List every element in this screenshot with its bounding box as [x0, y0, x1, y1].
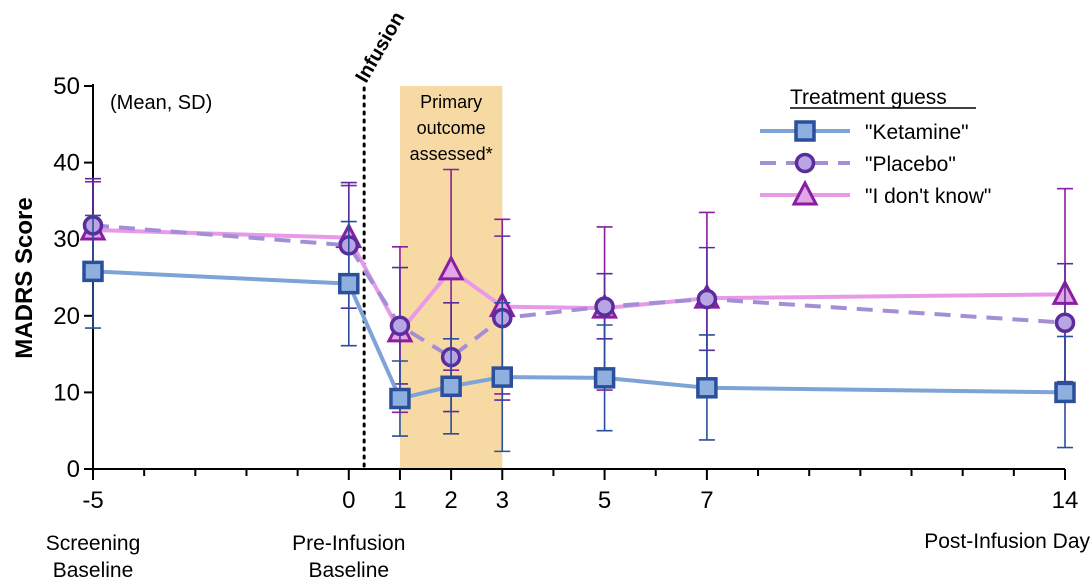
- data-point: [82, 260, 104, 283]
- legend-label: "Ketamine": [865, 121, 969, 144]
- x-tick-label: 3: [496, 487, 509, 514]
- x-sub-label: Baseline: [53, 559, 134, 582]
- series-line: [92, 228, 1066, 334]
- x-sub-label: Pre-Infusion: [292, 532, 405, 555]
- primary-outcome-label-line: Primary: [420, 92, 482, 112]
- legend: Treatment guess "Ketamine" "Placebo" "I do…: [760, 86, 991, 208]
- data-point: [389, 315, 411, 337]
- y-tick-label: 40: [53, 150, 80, 177]
- x-tick-label: -5: [82, 487, 103, 514]
- y-tick-label: 30: [53, 226, 80, 253]
- x-tick-label: 2: [444, 487, 457, 514]
- y-tick-label: 0: [67, 456, 80, 483]
- data-point: [593, 367, 616, 389]
- primary-outcome-label: Primary outcome assessed*: [410, 92, 493, 164]
- series-layer: [79, 168, 1079, 453]
- legend-swatch-marker: [791, 179, 819, 206]
- infusion-label: Infusion: [351, 8, 409, 86]
- y-tick-label: 20: [53, 303, 80, 330]
- data-point: [594, 296, 615, 317]
- data-point: [1054, 381, 1076, 404]
- legend-swatch-marker: [794, 152, 816, 174]
- y-tick-label: 10: [53, 379, 80, 406]
- legend-label: "Placebo": [865, 153, 956, 176]
- data-point: [437, 254, 465, 281]
- data-point: [491, 366, 514, 388]
- mean-sd-annotation: (Mean, SD): [110, 92, 212, 114]
- primary-outcome-label-line: outcome: [417, 118, 486, 138]
- data-point: [440, 375, 462, 398]
- y-tick-label: 50: [53, 73, 80, 100]
- x-sub-label: Screening: [46, 532, 141, 555]
- primary-outcome-label-line: assessed*: [410, 144, 493, 164]
- series-line: [92, 269, 1066, 401]
- data-point: [389, 387, 411, 410]
- data-point: [1054, 312, 1076, 333]
- data-point: [696, 288, 718, 310]
- series-line: [92, 223, 1066, 360]
- legend-label: "I don't know": [865, 185, 991, 208]
- series-square: [82, 214, 1076, 453]
- data-point: [338, 272, 360, 295]
- legend-title: Treatment guess: [790, 86, 947, 109]
- y-axis-label: MADRS Score: [11, 197, 38, 358]
- x-sub-label: Baseline: [309, 559, 390, 582]
- x-tick-label: 5: [598, 487, 611, 514]
- x-tick-label: 7: [700, 487, 713, 514]
- x-tick-label: 0: [342, 487, 355, 514]
- x-tick-label: 1: [393, 487, 406, 514]
- data-point: [696, 377, 718, 399]
- x-tick-label: 14: [1052, 487, 1079, 514]
- x-axis-label: Post-Infusion Day: [924, 530, 1090, 553]
- legend-swatch-marker: [794, 120, 816, 142]
